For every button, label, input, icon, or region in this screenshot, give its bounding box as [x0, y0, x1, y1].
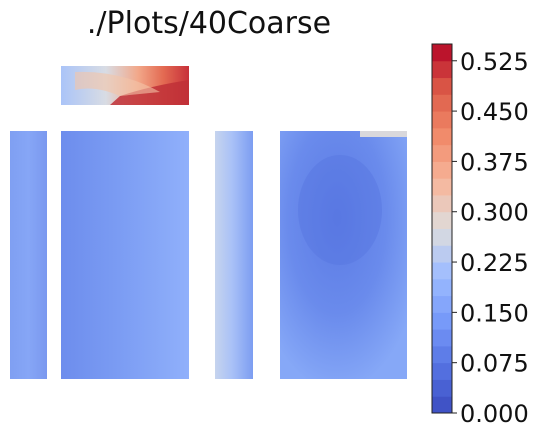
colorbar-tick-label: 0.225: [460, 249, 529, 277]
main-block-panel: [61, 131, 189, 379]
colorbar-level: [432, 379, 452, 397]
colorbar-level: [432, 295, 452, 313]
chart-title: ./Plots/40Coarse: [86, 6, 332, 41]
colorbar-level: [432, 60, 452, 79]
colorbar-level: [432, 262, 452, 280]
right-block-panel: [280, 131, 407, 379]
colorbar-level: [432, 211, 452, 229]
middle-strip-panel: [215, 131, 253, 379]
left-strip-panel: [10, 131, 47, 379]
colorbar-level: [432, 161, 452, 179]
colorbar-tick-label: 0.000: [460, 400, 529, 428]
colorbar-frame: [431, 43, 453, 414]
colorbar-level: [432, 178, 452, 196]
colorbar-level: [432, 77, 452, 95]
colorbar-level: [432, 127, 452, 146]
right-block-edge-highlight: [360, 131, 407, 137]
colorbar-level: [432, 194, 452, 213]
colorbar-tick-label: 0.450: [460, 98, 529, 126]
right-block-low-region: [298, 155, 382, 265]
colorbar-level: [432, 396, 452, 414]
colorbar-level: [432, 329, 452, 347]
colorbar-level: [432, 44, 452, 62]
colorbar-level: [432, 228, 452, 246]
colorbar-level: [432, 94, 452, 112]
colorbar-level: [432, 245, 452, 263]
colorbar-level: [432, 312, 452, 330]
colorbar-level: [432, 345, 452, 364]
top-channel-warm-region: [75, 71, 160, 96]
colorbar-tick-label: 0.300: [460, 199, 529, 227]
colorbar-tick-label: 0.150: [460, 299, 529, 327]
colorbar-level: [432, 362, 452, 380]
colorbar-tick-label: 0.375: [460, 148, 529, 176]
colorbar-tick-label: 0.075: [460, 350, 529, 378]
colorbar-level: [432, 144, 452, 162]
colorbar-tick-label: 0.525: [460, 48, 529, 76]
colorbar-level: [432, 111, 452, 129]
colorbar-level: [432, 278, 452, 297]
